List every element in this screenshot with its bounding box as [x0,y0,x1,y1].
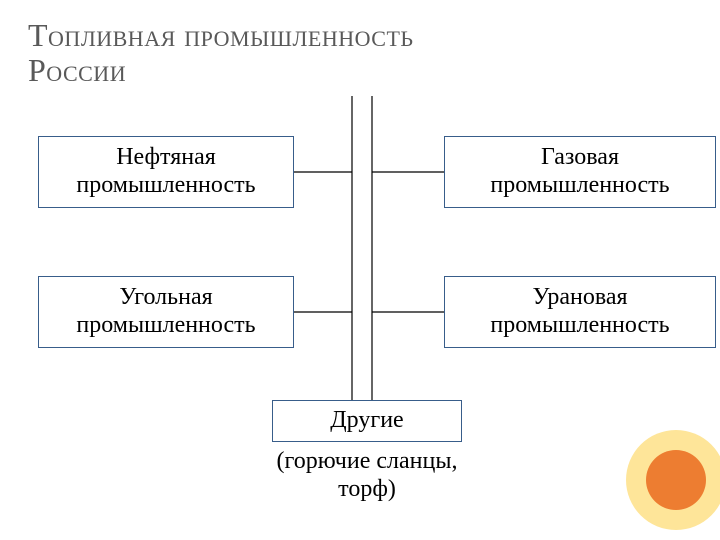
box-label: Урановая промышленность [449,284,711,339]
box-label: Газовая промышленность [449,144,711,199]
box-label: Другие [330,407,403,435]
title-line-2: России [28,53,414,88]
slide: Топливная промышленность России Нефтяная… [0,0,720,540]
box-label: Нефтяная промышленность [43,144,289,199]
title-line-1: Топливная промышленность [28,18,414,53]
box-other-subtext: (горючие сланцы, торф) [246,448,488,503]
box-uranium-industry: Урановая промышленность [444,276,716,348]
box-coal-industry: Угольная промышленность [38,276,294,348]
box-oil-industry: Нефтяная промышленность [38,136,294,208]
box-gas-industry: Газовая промышленность [444,136,716,208]
box-label: Угольная промышленность [43,284,289,339]
slide-title: Топливная промышленность России [28,18,414,88]
box-other: Другие [272,400,462,442]
decor-circle-inner [646,450,706,510]
